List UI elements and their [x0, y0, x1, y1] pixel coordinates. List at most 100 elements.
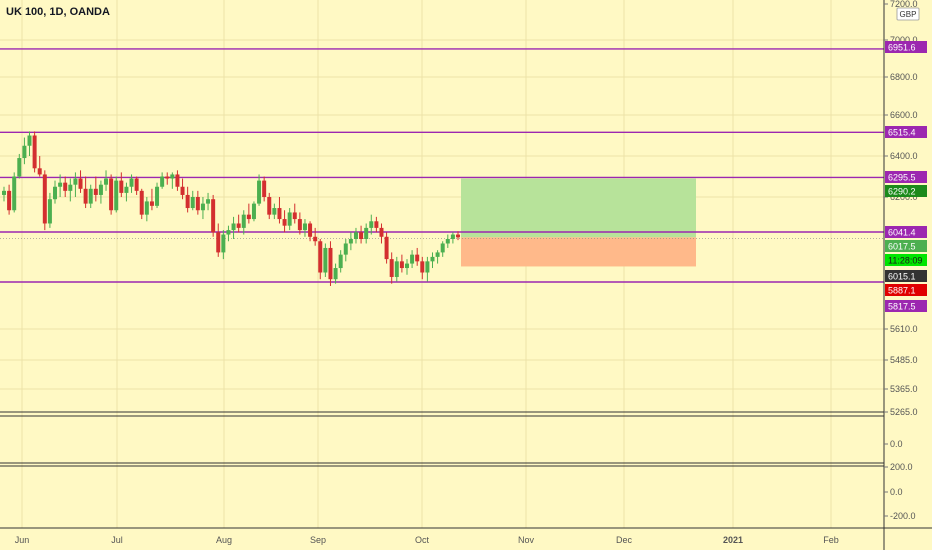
price-label-bg	[885, 171, 927, 183]
candle-body	[287, 212, 292, 226]
y-tick-label: -200.0	[890, 511, 916, 521]
candle-body	[302, 223, 307, 231]
y-tick-label: 6400.0	[890, 151, 918, 161]
candle-body	[343, 243, 348, 255]
candle-body	[318, 241, 323, 273]
price-label-level: 5817.5	[888, 302, 916, 312]
candle-body	[93, 188, 98, 195]
candle-body	[456, 234, 460, 238]
candle-body	[109, 178, 114, 211]
candles	[2, 131, 460, 286]
candle-body	[42, 174, 47, 224]
candle-body	[338, 254, 343, 269]
price-label-level: 6295.5	[888, 173, 916, 183]
candle-body	[435, 252, 440, 257]
candle-body	[206, 199, 211, 204]
candle-body	[180, 186, 185, 195]
y-tick-label: 5265.0	[890, 407, 918, 417]
y-tick-label: 7200.0	[890, 0, 918, 9]
price-label-level: 6951.6	[888, 43, 916, 53]
price-label-bg	[885, 284, 927, 296]
x-tick-label: Dec	[616, 535, 633, 545]
candle-body	[450, 234, 455, 240]
candle-body	[333, 268, 338, 280]
candle-body	[246, 214, 251, 220]
candle-body	[78, 178, 83, 189]
currency-badge	[896, 7, 920, 21]
y-tick-label: 5610.0	[890, 324, 918, 334]
horizontal-levels	[0, 48, 884, 283]
candle-body	[165, 176, 170, 179]
position-zones	[0, 178, 884, 267]
candle-body	[124, 186, 129, 193]
candle-body	[308, 223, 313, 237]
candle-body	[241, 214, 246, 228]
candle-body	[282, 219, 287, 226]
candle-body	[226, 230, 231, 235]
candle-body	[73, 178, 78, 185]
candle-body	[430, 256, 435, 262]
candle-body	[200, 203, 205, 211]
candle-body	[262, 180, 267, 197]
price-label-stop: 5887.1	[888, 286, 916, 296]
candle-body	[114, 180, 119, 211]
x-tick-label: Sep	[310, 535, 326, 545]
x-tick-label: Oct	[415, 535, 430, 545]
candle-body	[348, 239, 353, 244]
grid-lines	[0, 0, 884, 528]
candle-body	[369, 221, 374, 228]
candle-body	[119, 180, 124, 193]
candle-body	[27, 135, 32, 146]
candle-body	[32, 135, 37, 169]
candle-body	[364, 227, 369, 240]
y-tick-label: 6800.0	[890, 72, 918, 82]
candle-body	[384, 236, 389, 260]
price-label-level: 6515.4	[888, 128, 916, 138]
candle-body	[445, 239, 450, 244]
x-tick-label: Feb	[823, 535, 839, 545]
candle-body	[379, 227, 384, 237]
x-tick-label: Jul	[111, 535, 123, 545]
candle-body	[88, 188, 93, 204]
price-label-bg	[885, 300, 927, 312]
candle-body	[160, 176, 165, 187]
price-label-bg	[885, 41, 927, 53]
candle-body	[410, 254, 415, 264]
candle-body	[170, 174, 175, 179]
time-axis[interactable]: Jun Jul Aug Sep Oct Nov Dec 2021 Feb	[15, 535, 839, 545]
y-tick-label: 5485.0	[890, 355, 918, 365]
price-axis[interactable]: 7200.07000.06800.06600.06400.06200.05610…	[883, 0, 927, 550]
candle-body	[221, 234, 226, 253]
candle-body	[47, 199, 52, 224]
candle-body	[389, 259, 394, 277]
candle-body	[399, 261, 404, 269]
candle-body	[155, 186, 160, 206]
candle-body	[251, 203, 256, 220]
price-label-bg	[885, 185, 927, 197]
candle-body	[139, 190, 144, 215]
candle-body	[134, 178, 139, 191]
candle-body	[63, 182, 68, 191]
candle-body	[98, 184, 103, 195]
price-label-target: 6290.2	[888, 187, 916, 197]
candle-body	[313, 236, 318, 242]
candle-body	[190, 197, 195, 209]
candle-body	[292, 212, 297, 220]
candle-body	[53, 186, 58, 200]
candle-body	[211, 199, 216, 233]
y-tick-label: 5365.0	[890, 384, 918, 394]
candle-body	[17, 158, 22, 177]
candle-body	[129, 178, 134, 187]
candle-body	[83, 188, 88, 204]
candle-body	[68, 184, 73, 191]
y-tick-label: 200.0	[890, 462, 913, 472]
candle-body	[420, 261, 425, 273]
candle-body	[231, 223, 236, 231]
price-label-countdown: 11:28:09	[888, 256, 922, 266]
price-label-bg	[885, 226, 927, 238]
stop-zone	[461, 237, 696, 267]
candle-body	[37, 168, 42, 175]
chart-title: UK 100, 1D, OANDA	[6, 6, 110, 18]
candle-body	[58, 182, 63, 187]
